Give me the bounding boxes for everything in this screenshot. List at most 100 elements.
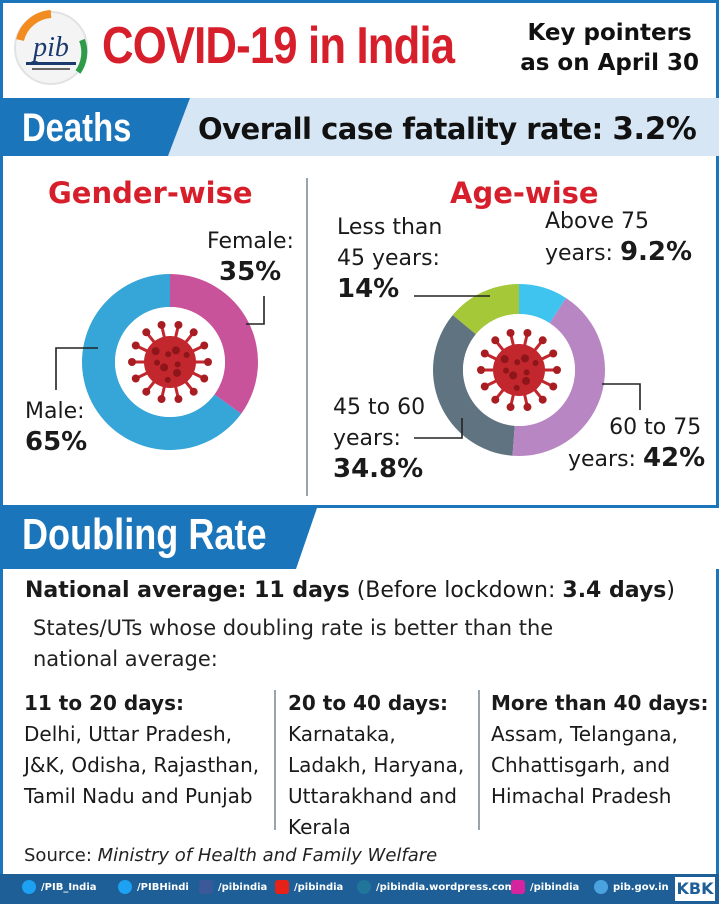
- deaths-banner: [0, 98, 719, 156]
- before-lockdown-close: ): [666, 578, 675, 603]
- column-1-heading: 11 to 20 days:: [24, 691, 184, 715]
- section-divider: [306, 178, 308, 496]
- fatality-value: 3.2%: [612, 111, 697, 147]
- female-value: 35%: [219, 257, 282, 287]
- gender-heading: Gender-wise: [48, 176, 253, 210]
- source-value: Ministry of Health and Family Welfare: [97, 845, 438, 866]
- age45-60-line2: years:: [333, 426, 401, 451]
- under45-line1: Less than: [337, 215, 443, 240]
- column-2-line: Karnataka,: [288, 722, 396, 746]
- donut-1-slice-less-than-45-years: [452, 284, 519, 335]
- age45-60-value: 34.8%: [333, 454, 424, 484]
- doubling-title: Doubling Rate: [22, 510, 267, 559]
- age45-60-label: 45 to 60 years: 34.8%: [333, 392, 425, 485]
- key-pointers-line2: as on April 30: [520, 50, 699, 76]
- social-link-youtube[interactable]: /pibindia: [275, 880, 343, 894]
- column-1-line: Delhi, Uttar Pradesh,: [24, 722, 233, 746]
- column-3-heading: More than 40 days:: [491, 691, 709, 715]
- social-link-facebook[interactable]: /pibindia: [199, 880, 267, 894]
- svg-text:pib: pib: [31, 32, 69, 63]
- globe-icon: [594, 880, 608, 894]
- donut-0-slice-female: [170, 274, 258, 414]
- age60-75-line1: 60 to 75: [609, 415, 702, 440]
- column-2-line: Kerala: [288, 815, 351, 839]
- under45-line2: 45 years:: [337, 246, 440, 271]
- pib-logo: pib: [14, 10, 88, 85]
- doubling-banner: [0, 505, 719, 569]
- donut-1-slice-60-to-75-years: [512, 297, 606, 456]
- before-lockdown-label: (Before lockdown:: [356, 578, 563, 603]
- male-value: 65%: [25, 427, 88, 457]
- column-3-line: Himachal Pradesh: [491, 784, 672, 808]
- twitter-icon: [118, 880, 132, 894]
- age45-60-line1: 45 to 60: [333, 395, 426, 420]
- column-3-line: Chhattisgarh, and: [491, 753, 671, 777]
- national-average: National average: 11 days (Before lockdo…: [25, 578, 675, 603]
- twitter-icon: [22, 880, 36, 894]
- states-line-1: States/UTs whose doubling rate is better…: [33, 616, 554, 640]
- source-label: Source:: [24, 845, 98, 866]
- male-leader-line: [55, 347, 98, 390]
- donut-1-slice-45-to-60-years: [433, 315, 515, 456]
- column-divider: [478, 690, 480, 830]
- age60-75-value: 42%: [642, 443, 706, 473]
- social-link-twitter-pib[interactable]: /PIB_India: [22, 880, 97, 894]
- column-divider: [274, 690, 276, 830]
- deaths-title: Deaths: [22, 106, 132, 150]
- source-note: Source: Ministry of Health and Family We…: [24, 845, 437, 866]
- age45-60-leader-line: [414, 418, 463, 439]
- header: pib COVID-19 in India Key pointers as on…: [0, 0, 719, 96]
- social-link-label: pib.gov.in: [613, 881, 669, 893]
- page-title: COVID-19 in India: [102, 17, 455, 75]
- social-link-label: /pibindia: [530, 881, 580, 893]
- key-pointers: Key pointers as on April 30: [520, 18, 699, 78]
- social-link-twitter-hindi[interactable]: /PIBHindi: [118, 880, 189, 894]
- social-link-label: /pibindia.wordpress.com: [376, 881, 516, 893]
- social-link-label: /PIB_India: [41, 881, 97, 893]
- donut-1-slice-above-75-years: [519, 284, 566, 324]
- age60-75-leader-line: [602, 383, 641, 410]
- column-3-line: Assam, Telangana,: [491, 722, 678, 746]
- facebook-icon: [199, 880, 213, 894]
- virus-icon: [128, 320, 212, 404]
- doubling-column-2: 20 to 40 days: Karnataka, Ladakh, Haryan…: [288, 688, 464, 843]
- over75-line1: Above 75: [545, 209, 650, 234]
- column-2-heading: 20 to 40 days:: [288, 691, 448, 715]
- over75-label: Above 75 years: 9.2%: [545, 206, 692, 269]
- column-1-line: J&K, Odisha, Rajasthan,: [24, 753, 260, 777]
- doubling-column-1: 11 to 20 days: Delhi, Uttar Pradesh, J&K…: [24, 688, 259, 812]
- youtube-icon: [275, 880, 289, 894]
- male-label: Male: 65%: [25, 396, 87, 458]
- over75-value: 9.2%: [619, 237, 693, 267]
- over75-line2: years:: [545, 241, 613, 266]
- fatality-rate: Overall case fatality rate: 3.2%: [198, 111, 697, 147]
- female-leader-line: [246, 296, 265, 325]
- national-average-label: National average: 11 days: [25, 578, 350, 603]
- social-link-wordpress[interactable]: /pibindia.wordpress.com: [357, 880, 515, 894]
- doubling-column-3: More than 40 days: Assam, Telangana, Chh…: [491, 688, 708, 812]
- social-link-website[interactable]: pib.gov.in: [594, 880, 669, 894]
- female-label-text: Female:: [207, 229, 294, 254]
- age60-75-label: 60 to 75 years: 42%: [568, 412, 705, 475]
- under45-label: Less than 45 years: 14%: [337, 212, 442, 305]
- male-label-text: Male:: [25, 399, 85, 424]
- column-1-line: Tamil Nadu and Punjab: [24, 784, 253, 808]
- social-link-instagram[interactable]: /pibindia: [511, 880, 579, 894]
- social-link-label: /PIBHindi: [137, 881, 189, 893]
- kbk-badge: KBK: [675, 877, 715, 901]
- age60-75-line2: years:: [568, 447, 636, 472]
- fatality-label: Overall case fatality rate:: [198, 112, 603, 146]
- age-heading: Age-wise: [450, 176, 599, 210]
- under45-value: 14%: [337, 274, 400, 304]
- wordpress-icon: [357, 880, 371, 894]
- social-link-label: /pibindia: [294, 881, 344, 893]
- states-line-2: national average:: [33, 647, 218, 671]
- virus-icon: [477, 328, 561, 412]
- social-link-label: /pibindia: [218, 881, 268, 893]
- before-lockdown-value: 3.4 days: [562, 578, 667, 603]
- column-2-line: Ladakh, Haryana,: [288, 753, 465, 777]
- column-2-line: Uttarakhand and: [288, 784, 457, 808]
- donut-0-slice-male: [81, 274, 242, 450]
- female-label: Female: 35%: [207, 226, 294, 288]
